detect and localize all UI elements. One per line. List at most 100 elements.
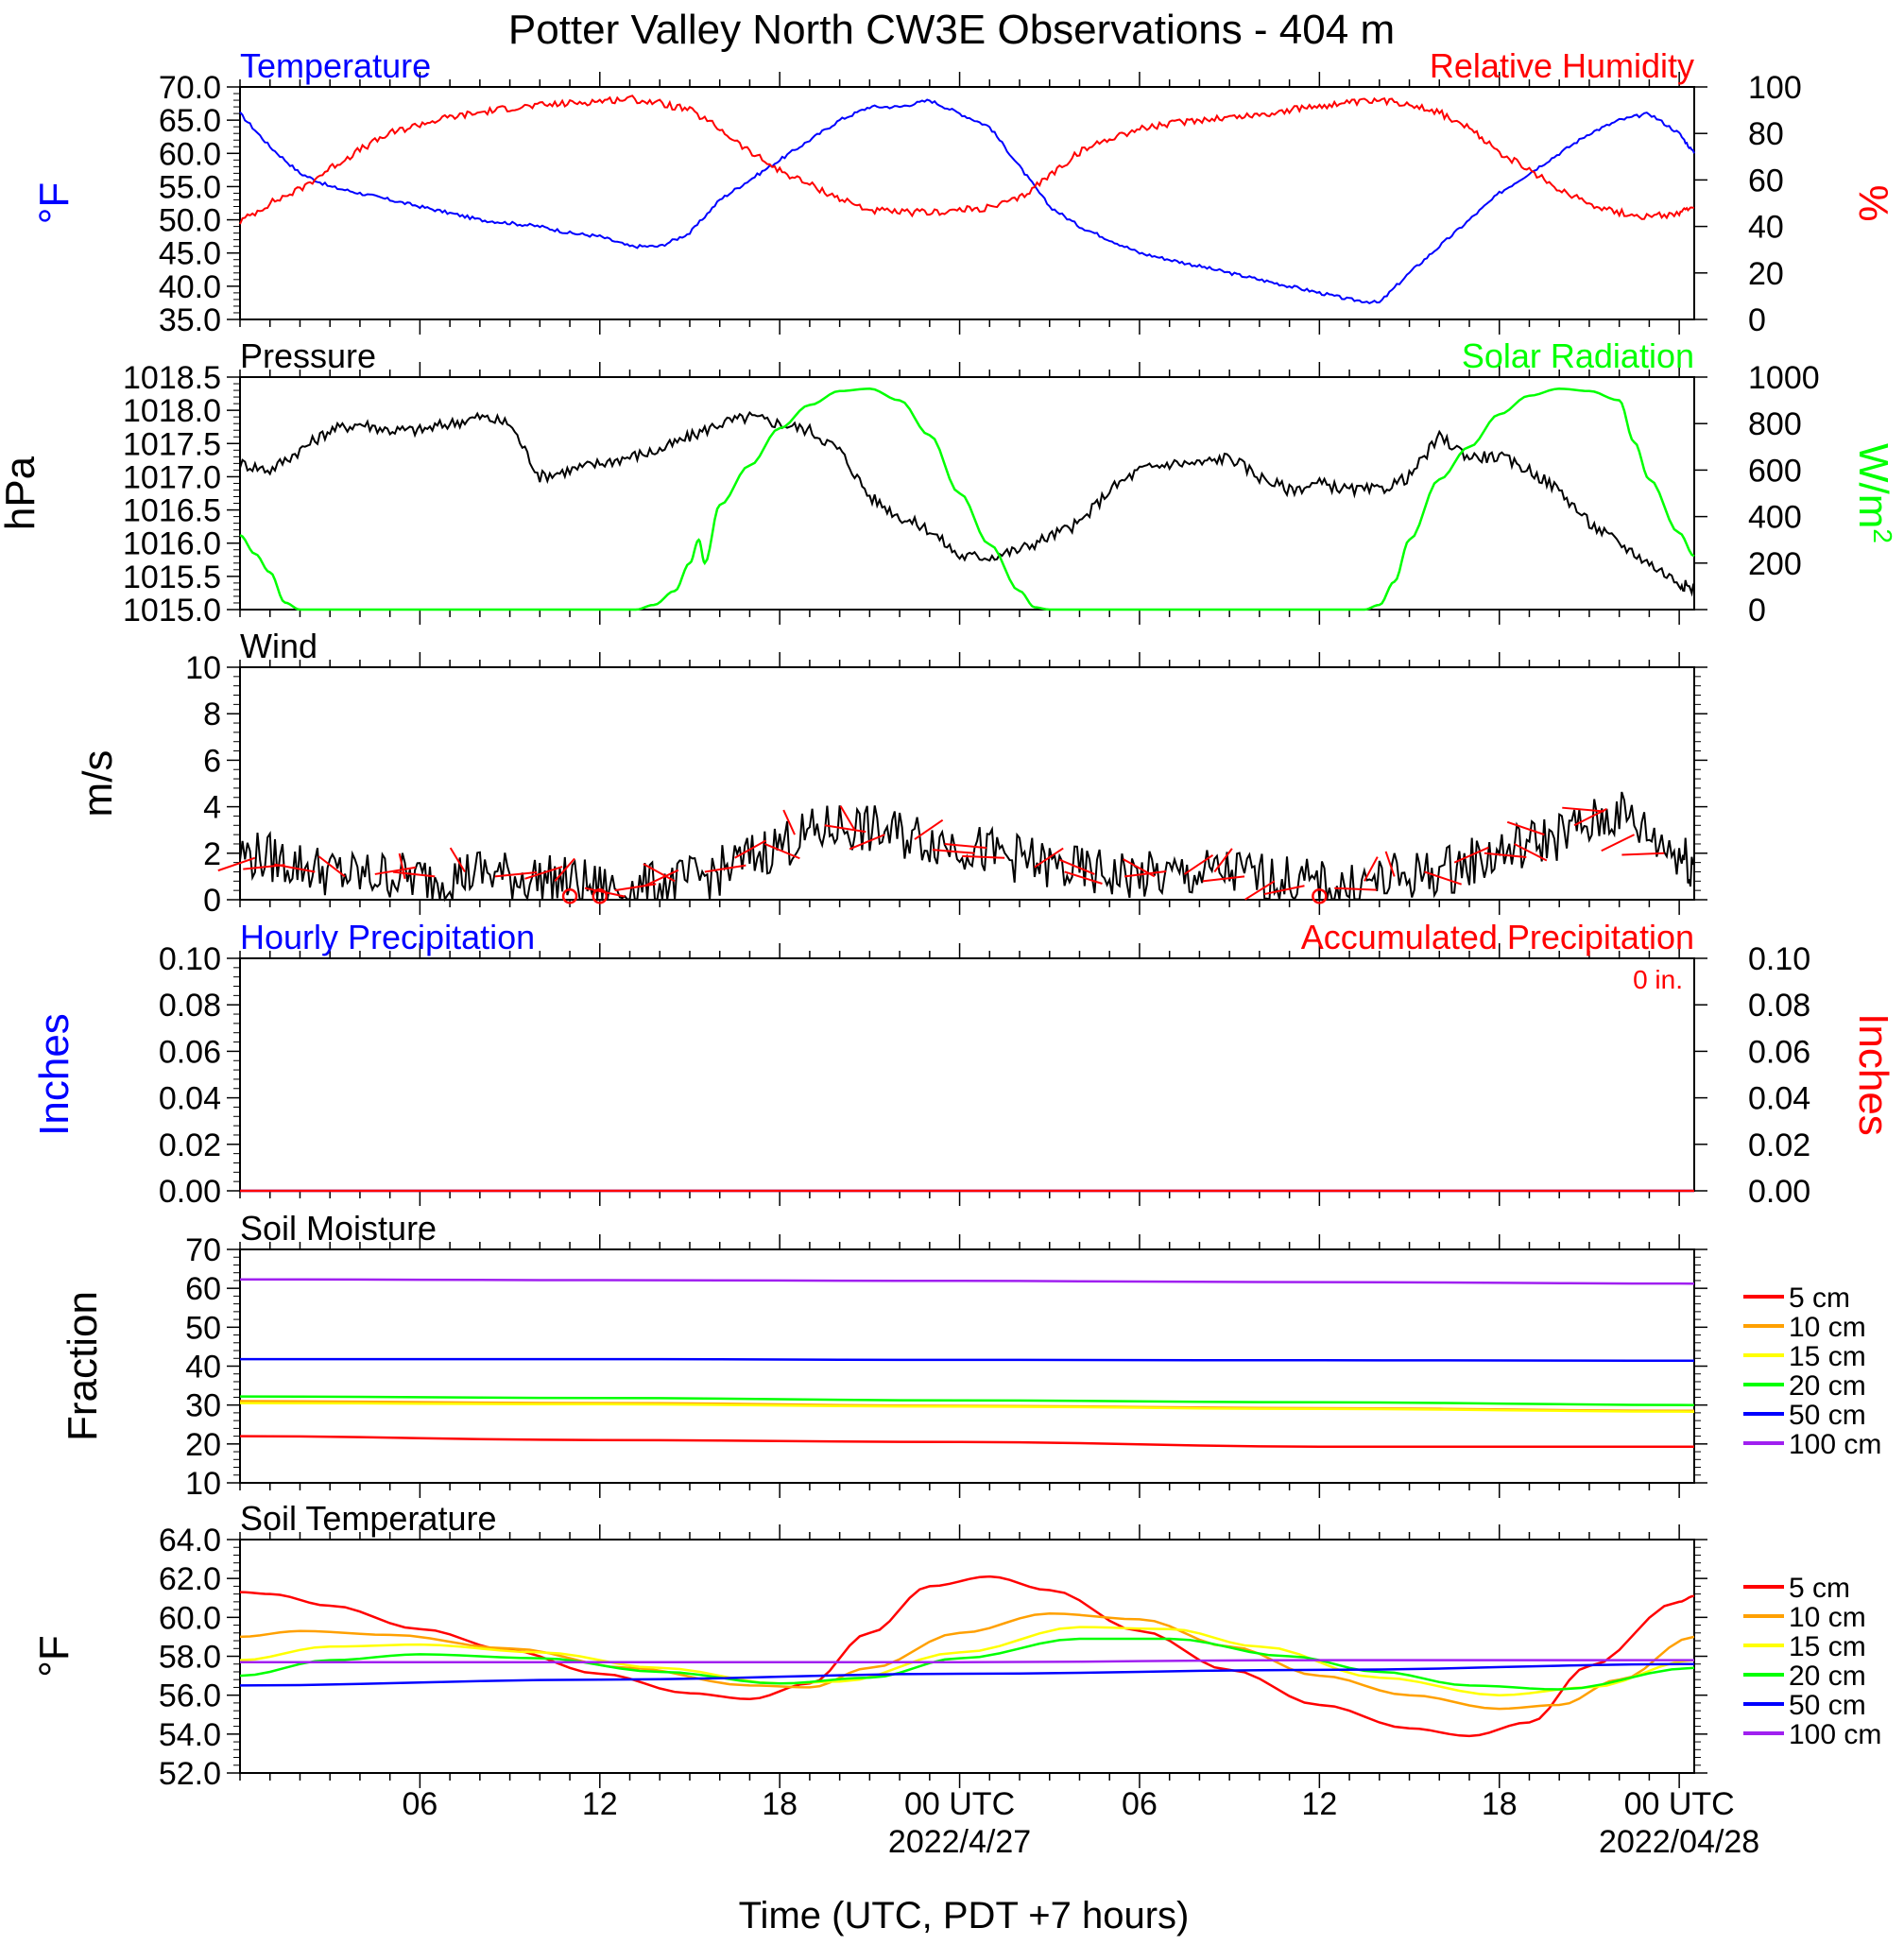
panel-wind: 0 2 4 6 8 10 Wind m/s [75,627,1707,919]
wind-barb [449,847,466,872]
legend-label: 50 cm [1789,1690,1866,1721]
wind-barb [1213,848,1233,873]
x-tick-label: 00 UTC [904,1786,1015,1822]
wind-barb [1621,852,1665,856]
series-line-depth-2 [239,1402,1695,1413]
panels-group: 35.040.045.050.055.060.065.070.002040608… [0,46,1898,1860]
wind-barb [1123,858,1156,878]
series-line-depth-3 [239,1395,1695,1406]
series-line-depth-4 [240,1357,1694,1362]
y2-tick-label: 200 [1748,546,1802,582]
wind-barb [1202,875,1245,883]
y-tick-label: 40 [185,1350,221,1386]
panel-title-left: Pressure [240,336,376,375]
y-tick-label: 35.0 [159,302,221,338]
wind-barb [643,863,676,883]
y-axis-label: hPa [0,456,43,530]
y2-tick-label: 0.10 [1748,941,1810,977]
y-tick-label: 1017.0 [123,459,221,495]
y-axis-label: °F [31,1635,77,1677]
y-tick-label: 45.0 [159,236,221,272]
legend-label: 15 cm [1789,1341,1866,1372]
y-tick-label: 62.0 [159,1561,221,1597]
y2-tick-label: 0.04 [1748,1081,1810,1117]
y-tick-label: 65.0 [159,103,221,139]
y-tick-label: 1018.0 [123,393,221,429]
x-tick-label: 18 [762,1786,798,1822]
wind-barb [1334,886,1378,891]
wind-barb [1034,847,1064,869]
plot-frame [239,666,1695,901]
legend-label: 100 cm [1789,1719,1881,1750]
legend-label: 10 cm [1789,1602,1866,1633]
wind-barb [1453,846,1489,864]
series-line-wind [239,791,1695,903]
y-axis-label: Inches [31,1013,77,1136]
wind-barb [554,857,575,882]
y2-axis-label: % [1850,184,1896,221]
wind-barb [1484,852,1527,858]
wind-barb [734,839,767,859]
panel-pressure_solar: 1015.01015.51016.01016.51017.01017.51018… [0,336,1898,628]
y-axis-label: °F [31,182,77,224]
wind-barb [782,809,796,835]
wind-barb [392,870,436,878]
x-tick-label: 00 UTC [1624,1786,1735,1822]
legend-label: 20 cm [1789,1661,1866,1692]
y-tick-label: 0.04 [159,1081,221,1117]
y-tick-label: 10 [185,650,221,686]
panel-title-left: Hourly Precipitation [240,918,535,956]
wind-barb [1058,858,1095,875]
y-tick-label: 60 [185,1271,221,1307]
y-tick-label: 2 [203,836,221,872]
x-tick-label: 12 [1301,1786,1337,1822]
plot-frame [239,86,1695,320]
panel-title-left: Temperature [240,46,431,85]
series-line-depth-0 [239,1435,1694,1448]
wind-barb [643,869,679,887]
x-tick-label: 06 [402,1786,437,1822]
x-tick-label: 06 [1122,1786,1158,1822]
wind-barb [1601,834,1635,852]
y-tick-label: 64.0 [159,1523,221,1558]
y2-tick-label: 20 [1748,256,1784,292]
y2-tick-label: 0 [1748,593,1766,628]
wind-barb [1384,851,1396,877]
panel-title-right: Accumulated Precipitation [1301,918,1694,956]
y-tick-label: 0.02 [159,1127,221,1163]
wind-barb [849,834,885,851]
series-line-depth-5 [240,1659,1694,1663]
panel-title-left: Soil Moisture [240,1209,437,1248]
y2-axis-label: W/m2 [1850,443,1898,543]
plot-frame [239,376,1695,611]
wind-barb [614,883,657,892]
wind-barb [962,854,1005,859]
wind-barb [824,824,866,834]
calm-wind-circle [1312,888,1328,904]
y-tick-label: 6 [203,743,221,779]
wind-barb [1364,856,1379,882]
y2-tick-label: 40 [1748,210,1784,246]
y-tick-label: 0.08 [159,988,221,1024]
y2-tick-label: 0.06 [1748,1034,1810,1070]
y-tick-label: 0.10 [159,941,221,977]
wind-barb [274,863,316,873]
series-line-depth-4 [239,1662,1695,1687]
y-tick-label: 40.0 [159,269,221,305]
wind-barb [494,871,538,878]
series-line-solar [239,387,1695,611]
figure-title: Potter Valley North CW3E Observations - … [508,7,1395,53]
series-line-depth-0 [239,1575,1695,1738]
x-tick-label: 18 [1482,1786,1518,1822]
y2-tick-label: 600 [1748,453,1802,489]
y2-tick-label: 0.08 [1748,988,1810,1024]
panel-title-left: Soil Temperature [240,1499,496,1538]
y-tick-label: 50 [185,1310,221,1346]
y-tick-label: 1017.5 [123,426,221,462]
panel-temp_rh: 35.040.045.050.055.060.065.070.0 0 20 40 60 8… [31,46,1896,338]
y-axis-label: Fraction [60,1291,106,1441]
y-axis-label: m/s [75,750,121,818]
y2-axis-label: Inches [1850,1013,1896,1136]
wind-barb [1263,885,1305,896]
